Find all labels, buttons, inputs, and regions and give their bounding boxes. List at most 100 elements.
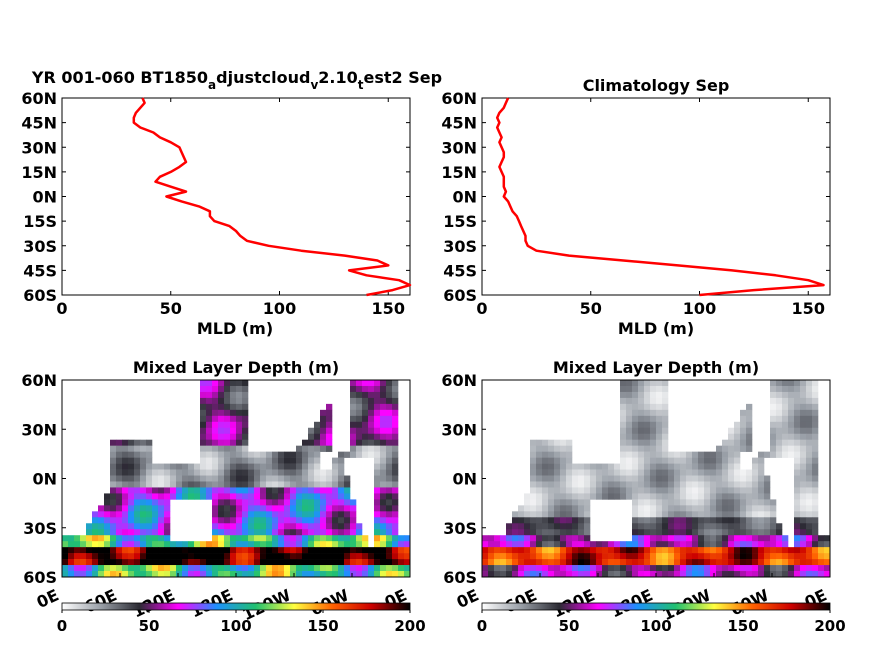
mld-cell <box>140 493 147 500</box>
mld-cell <box>176 493 183 500</box>
mld-cell <box>548 511 555 518</box>
mld-cell <box>242 559 249 566</box>
mld-cell <box>362 421 369 429</box>
mld-cell <box>146 493 153 500</box>
mld-cell <box>800 439 807 446</box>
mld-cell <box>554 553 561 560</box>
mld-cell <box>686 487 693 494</box>
mld-cell <box>740 409 747 417</box>
mld-cell <box>656 380 663 387</box>
mld-cell <box>104 523 111 530</box>
mld-cell <box>350 421 357 429</box>
mld-cell <box>320 421 327 429</box>
mld-cell <box>752 457 759 464</box>
mld-cell <box>350 433 357 440</box>
mld-cell <box>164 511 171 518</box>
mld-cell <box>572 475 579 482</box>
mld-cell <box>638 457 645 464</box>
mld-cell <box>806 565 813 572</box>
mld-cell <box>86 523 93 530</box>
mld-cell <box>314 427 321 435</box>
mld-cell <box>332 457 339 464</box>
mld-cell <box>500 547 507 554</box>
mld-cell <box>230 433 237 440</box>
mld-cell <box>242 517 249 524</box>
mld-cell <box>320 571 327 578</box>
mld-cell <box>524 517 531 524</box>
mld-cell <box>620 571 627 578</box>
mld-cell <box>374 415 381 423</box>
mld-cell <box>224 421 231 429</box>
mld-cell <box>704 499 711 506</box>
mld-cell <box>308 445 315 452</box>
mld-cell <box>716 517 723 524</box>
mld-cell <box>362 380 369 387</box>
mld-cell <box>698 481 705 488</box>
mld-cell <box>164 499 171 506</box>
mld-cell <box>764 487 771 494</box>
mld-cell <box>320 517 327 524</box>
mld-cell <box>560 487 567 494</box>
mld-cell <box>206 475 213 482</box>
mld-cell <box>650 385 657 393</box>
mld-cell <box>218 553 225 560</box>
mld-cell <box>584 553 591 560</box>
mld-cell <box>812 463 819 470</box>
mld-cell <box>524 505 531 512</box>
mld-cell <box>662 433 669 440</box>
mld-cell <box>626 427 633 435</box>
mld-cell <box>524 547 531 554</box>
mld-cell <box>356 547 363 554</box>
mld-cell <box>158 559 165 566</box>
mld-cell <box>776 427 783 435</box>
mld-cell <box>608 553 615 560</box>
mld-cell <box>716 463 723 470</box>
mld-cell <box>302 547 309 554</box>
mld-cell <box>704 517 711 524</box>
mld-cell <box>794 463 801 470</box>
mld-cell <box>626 553 633 560</box>
mld-cell <box>806 427 813 435</box>
mld-cell <box>308 463 315 470</box>
mld-cell <box>374 493 381 500</box>
mld-cell <box>128 529 135 536</box>
mld-cell <box>548 505 555 512</box>
mld-cell <box>200 553 207 560</box>
mld-cell <box>704 451 711 458</box>
mld-cell <box>134 553 141 560</box>
mld-cell <box>800 385 807 393</box>
mld-cell <box>644 547 651 554</box>
mld-cell <box>578 505 585 512</box>
mld-cell <box>128 505 135 512</box>
mld-cell <box>356 415 363 423</box>
mld-cell <box>590 493 597 500</box>
mld-cell <box>224 391 231 399</box>
mld-cell <box>254 481 261 488</box>
mld-cell <box>578 511 585 518</box>
mld-cell <box>290 505 297 512</box>
mld-cell <box>662 523 669 530</box>
mld-cell <box>308 529 315 536</box>
mld-cell <box>590 547 597 554</box>
mld-cell <box>566 445 573 452</box>
mld-cell <box>242 457 249 464</box>
mld-cell <box>182 493 189 500</box>
mld-cell <box>686 571 693 578</box>
mld-cell <box>782 415 789 423</box>
mld-cell <box>632 565 639 572</box>
mld-cell <box>188 565 195 572</box>
mld-cell <box>362 547 369 554</box>
mld-cell <box>152 475 159 482</box>
colorbar-tick-label: 50 <box>559 617 580 635</box>
mld-cell <box>602 487 609 494</box>
mld-cell <box>116 481 123 488</box>
mld-cell <box>296 445 303 452</box>
mld-cell <box>128 451 135 458</box>
mld-cell <box>788 380 795 387</box>
mld-cell <box>626 397 633 405</box>
plot-frame <box>481 97 831 296</box>
mld-cell <box>326 523 333 530</box>
mld-cell <box>314 559 321 566</box>
mld-cell <box>338 529 345 536</box>
mld-cell <box>398 559 405 566</box>
